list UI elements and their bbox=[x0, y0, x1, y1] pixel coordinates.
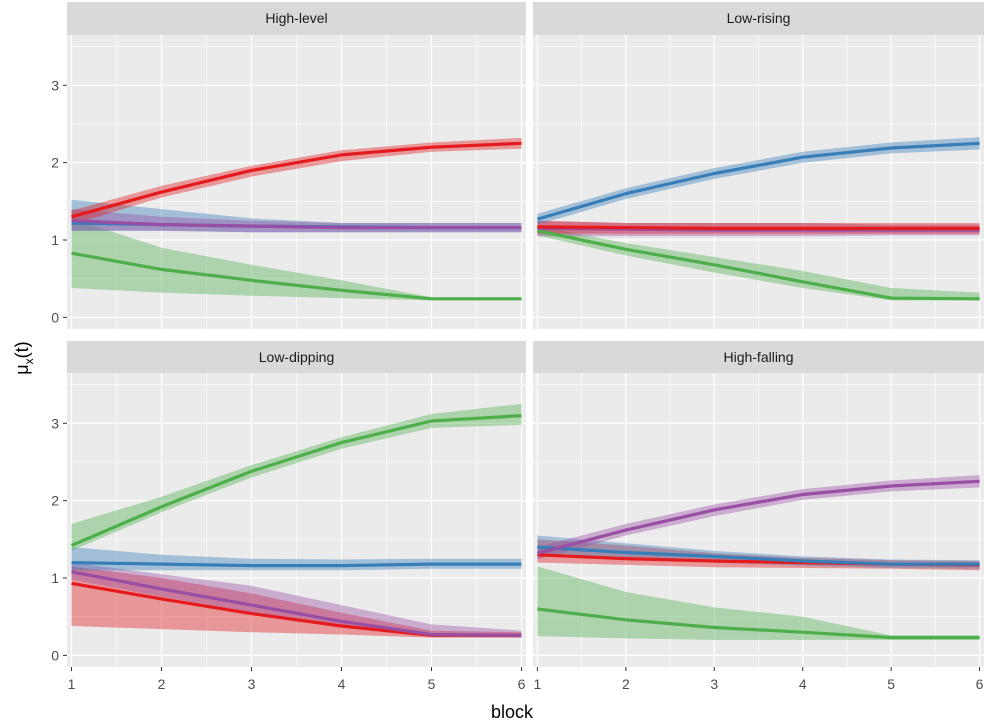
x-tick-label: 3 bbox=[248, 676, 256, 692]
x-tick-label: 2 bbox=[622, 676, 630, 692]
x-tick-label: 4 bbox=[799, 676, 807, 692]
x-tick-label: 1 bbox=[534, 676, 542, 692]
confidence-ribbon bbox=[537, 226, 980, 301]
y-tick-label: 0 bbox=[51, 309, 59, 325]
series-line bbox=[537, 607, 980, 640]
series-line bbox=[71, 251, 522, 301]
facet-strip bbox=[533, 341, 984, 373]
x-tick-label: 4 bbox=[338, 676, 346, 692]
y-axis-title: μx(t) bbox=[12, 341, 36, 374]
facet-strip bbox=[67, 2, 526, 35]
panel-high-falling: High-falling bbox=[533, 341, 984, 667]
x-tick-label: 5 bbox=[887, 676, 895, 692]
confidence-ribbon bbox=[537, 535, 980, 569]
y-tick-label: 3 bbox=[51, 77, 59, 93]
y-axis-title-tail: (t) bbox=[12, 341, 32, 358]
y-axes: 0 1 2 3 0 1 2 3 bbox=[51, 77, 67, 663]
x-tick-label: 5 bbox=[428, 676, 436, 692]
panel-low-dipping: Low-dipping bbox=[67, 341, 526, 667]
series-line bbox=[537, 545, 980, 566]
y-axis-title-main: μ bbox=[12, 364, 32, 374]
series-line bbox=[71, 219, 522, 230]
series-line bbox=[536, 479, 980, 555]
facet-title: Low-rising bbox=[727, 10, 791, 26]
x-axis-title: block bbox=[491, 702, 534, 722]
panel-high-level: High-level bbox=[67, 2, 526, 329]
confidence-ribbon bbox=[71, 218, 522, 301]
series-line bbox=[537, 225, 980, 230]
x-tick-label: 6 bbox=[518, 676, 526, 692]
series-line bbox=[536, 141, 980, 221]
series-line bbox=[537, 229, 980, 301]
series-line bbox=[71, 570, 522, 637]
facet-title: High-level bbox=[265, 10, 327, 26]
y-tick-label: 1 bbox=[51, 232, 59, 248]
series-line bbox=[71, 141, 522, 219]
y-tick-label: 2 bbox=[51, 493, 59, 509]
facet-title: High-falling bbox=[723, 349, 793, 365]
y-tick-label: 2 bbox=[51, 155, 59, 171]
panels: High-level Low-rising Low-dipping High-fall… bbox=[67, 2, 984, 667]
x-tick-label: 1 bbox=[68, 676, 76, 692]
confidence-ribbon bbox=[71, 566, 522, 638]
x-tick-label: 3 bbox=[710, 676, 718, 692]
series-line bbox=[71, 561, 522, 568]
y-tick-label: 0 bbox=[51, 647, 59, 663]
y-axis-title-sub: x bbox=[22, 358, 36, 364]
facet-strip bbox=[533, 2, 984, 35]
series-line bbox=[70, 414, 522, 547]
y-tick-label: 1 bbox=[51, 570, 59, 586]
panel-low-rising: Low-rising bbox=[533, 2, 984, 329]
confidence-ribbon bbox=[71, 562, 522, 638]
facet-strip bbox=[67, 341, 526, 373]
x-tick-label: 6 bbox=[976, 676, 984, 692]
x-tick-label: 2 bbox=[158, 676, 166, 692]
y-tick-label: 3 bbox=[51, 415, 59, 431]
facet-title: Low-dipping bbox=[259, 349, 335, 365]
